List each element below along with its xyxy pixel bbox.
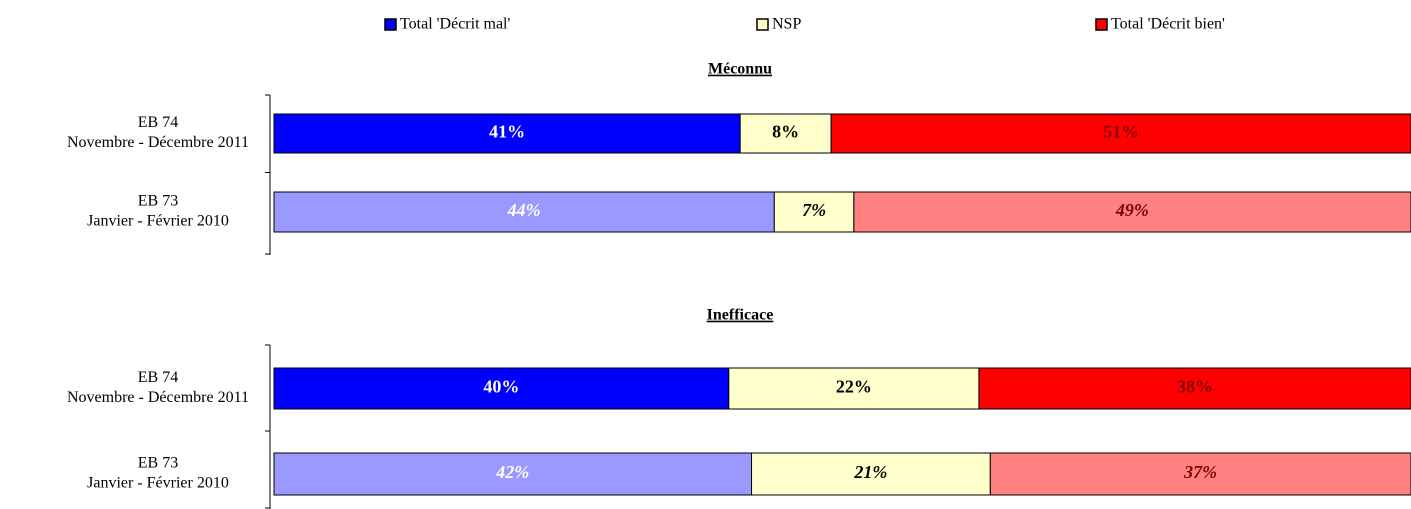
data-label: 37% [1183,462,1217,482]
chart-title: Inefficace [707,307,774,324]
data-label: 42% [495,462,529,482]
legend-swatch [384,18,397,31]
legend-label: Total 'Décrit bien' [1111,16,1225,33]
bar-segment [830,113,1411,154]
legend-swatch [756,18,769,31]
bar-segment [273,113,741,154]
legend-label: Total 'Décrit mal' [400,16,511,33]
bar-segment [739,113,832,154]
bar-segment [853,191,1411,233]
data-label: 38% [1177,377,1213,397]
legend-swatch [1095,18,1108,31]
bar-segment [978,367,1411,410]
data-label: 44% [507,200,541,220]
bar-segment [989,452,1411,496]
data-label: 7% [802,200,826,220]
bar-segment [751,452,991,496]
bar-segment [273,367,730,410]
data-label: 41% [489,122,525,142]
data-label: 40% [483,377,519,397]
data-label: 22% [836,377,872,397]
y-tick-label: Novembre - Décembre 2011 [67,134,249,151]
data-label: 49% [1115,200,1149,220]
y-tick-label: EB 74 [138,369,178,386]
y-tick-label: EB 73 [138,455,178,472]
y-tick-label: EB 73 [138,193,178,210]
y-tick-label: EB 74 [138,114,178,131]
data-label: 8% [772,122,799,142]
data-label: 21% [853,462,887,482]
y-tick-label: Janvier - Février 2010 [87,475,229,492]
data-label: 51% [1103,122,1139,142]
chart-title: Méconnu [708,61,772,78]
legend-label: NSP [772,16,801,33]
bar-segment [728,367,980,410]
y-tick-label: Janvier - Février 2010 [87,213,229,230]
y-tick-label: Novembre - Décembre 2011 [67,389,249,406]
